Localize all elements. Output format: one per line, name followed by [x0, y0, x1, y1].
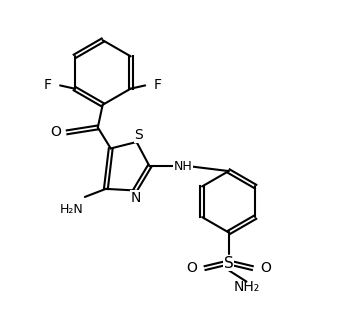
Text: O: O [187, 261, 198, 275]
Text: H₂N: H₂N [60, 203, 84, 216]
Text: F: F [44, 79, 52, 93]
Text: O: O [260, 261, 271, 275]
Text: F: F [153, 79, 161, 93]
Text: O: O [50, 125, 61, 139]
Text: N: N [131, 191, 141, 205]
Text: S: S [224, 256, 234, 271]
Text: S: S [135, 128, 143, 142]
Text: NH: NH [174, 160, 193, 173]
Text: NH₂: NH₂ [233, 280, 259, 294]
